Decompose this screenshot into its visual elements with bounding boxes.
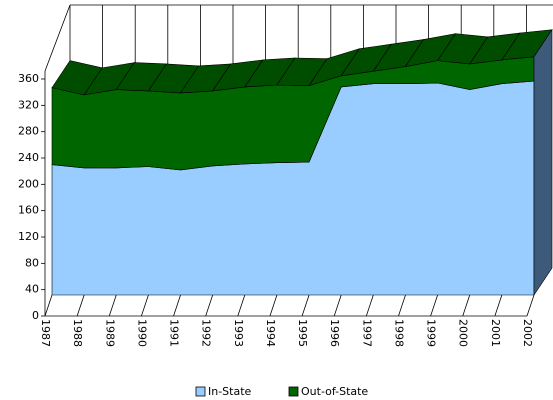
y-tick-label: 40 [25, 283, 39, 296]
y-tick-label: 160 [18, 204, 39, 217]
x-tick-label: 1994 [264, 319, 277, 347]
floor-line [237, 294, 246, 317]
x-tick-label: 1995 [296, 319, 309, 347]
legend-label: In-State [208, 385, 252, 398]
floor-line [333, 294, 342, 317]
y-tick-label: 360 [18, 72, 39, 85]
y-tick-label: 320 [18, 98, 39, 111]
x-tick-label: 1993 [232, 319, 245, 347]
x-tick-label: 1996 [328, 319, 341, 347]
x-tick-label: 2000 [457, 319, 470, 347]
floor-line [365, 294, 374, 317]
floor-line [76, 294, 85, 317]
y-tick-label: 0 [32, 309, 39, 322]
wall-edge [44, 4, 71, 72]
y-tick-label: 80 [25, 256, 39, 269]
legend-label: Out-of-State [301, 385, 368, 398]
x-tick-label: 1999 [425, 319, 438, 347]
floor-line [526, 294, 535, 317]
floor-line [494, 294, 503, 317]
y-tick-label: 200 [18, 177, 39, 190]
legend: In-State Out-of-State [195, 385, 368, 398]
x-tick-label: 2002 [521, 319, 534, 347]
x-tick-label: 1990 [135, 319, 148, 347]
x-tick-label: 1992 [200, 319, 213, 347]
legend-swatch [195, 386, 206, 397]
floor-line [398, 294, 406, 317]
floor-line [301, 294, 310, 317]
floor-line [462, 294, 471, 317]
x-tick-label: 1989 [103, 319, 116, 347]
x-tick-label: 1988 [71, 319, 84, 347]
floor-line [205, 294, 214, 317]
floor-line [44, 294, 53, 317]
floor-line [430, 294, 438, 317]
y-tick-label: 240 [18, 151, 39, 164]
x-tick-label: 1991 [168, 319, 181, 347]
x-tick-label: 1998 [392, 319, 405, 347]
y-tick-label: 120 [18, 230, 39, 243]
floor-line [141, 294, 149, 317]
y-tick-label: 280 [18, 125, 39, 138]
floor-line [108, 294, 117, 317]
x-tick-label: 1987 [39, 319, 52, 347]
floor-line [269, 294, 278, 317]
x-tick-label: 1997 [360, 319, 373, 347]
floor-line [173, 294, 181, 317]
x-tick-label: 2001 [489, 319, 502, 347]
legend-swatch [288, 386, 299, 397]
area-side [533, 28, 553, 296]
